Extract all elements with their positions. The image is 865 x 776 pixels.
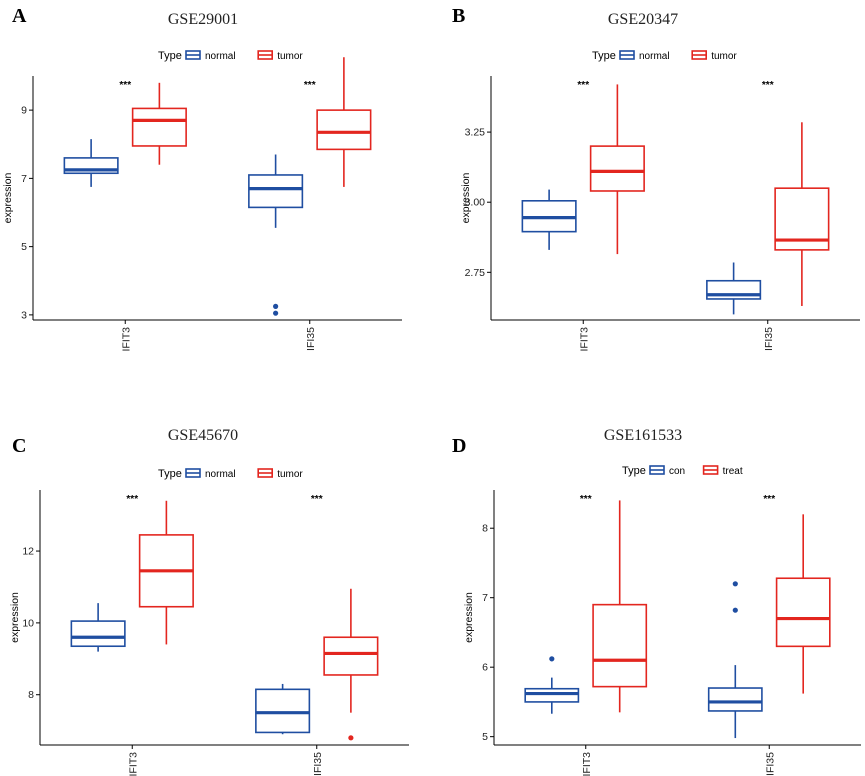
legend-label-tumor: tumor [277,51,303,62]
box-tumor [316,57,372,187]
panel-b: B GSE20347 Type normal tumor 2.75 3.00 3.25 expr… [452,5,860,352]
y-tick-label: 5 [21,241,27,253]
legend: Type normal tumor [592,50,737,62]
box-tumor [589,84,645,255]
significance-label: *** [762,80,774,91]
box-normal [706,262,762,315]
legend: Type normal tumor [158,50,303,62]
y-tick-label: 2.75 [465,267,486,279]
y-tick-label: 8 [28,689,34,701]
box-tumor [131,82,187,165]
box-con [524,656,580,714]
significance-label: *** [577,80,589,91]
y-tick-label: 7 [482,592,488,604]
legend-label-con: con [669,466,685,477]
y-tick-label: 7 [21,173,27,185]
panel-title: GSE29001 [168,11,238,28]
box-body [592,603,648,688]
legend-title: Type [158,468,182,480]
box-body [589,145,645,192]
significance-label: *** [763,494,775,505]
box-tumor [323,588,379,741]
outlier-point [732,581,738,587]
panel-letter: D [452,435,466,457]
panel-title: GSE45670 [168,427,238,444]
outlier-point [348,735,354,741]
x-tick-label: IFI35 [305,327,317,351]
y-tick-label: 10 [22,617,34,629]
significance-label: *** [311,494,323,505]
x-tick-label: IFIT3 [120,327,132,352]
significance-label: *** [580,494,592,505]
panel-title: GSE20347 [608,11,678,28]
y-axis-label: expression [460,172,472,223]
box-normal [70,603,126,652]
x-tick-label: IFI35 [763,327,775,351]
outlier-point [549,656,555,662]
box-body [248,174,304,209]
y-tick-label: 3.25 [465,127,486,139]
box-normal [248,154,304,316]
box-body [316,109,372,151]
box-treat [592,500,648,713]
box-normal [63,139,119,187]
panel-letter: B [452,5,465,27]
box-body [707,687,763,712]
legend-label-normal: normal [205,469,236,480]
legend-title: Type [592,50,616,62]
x-tick-label: IFIT3 [581,752,593,776]
y-tick-label: 3 [21,309,27,321]
box-normal [521,189,577,250]
x-tick-label: IFI35 [764,752,776,776]
y-tick-label: 5 [482,731,488,743]
legend: Type normal tumor [158,468,303,480]
panel-a: A GSE29001 Type normal tumor 3 5 7 9 expression IF… [2,5,402,352]
y-axis-label: expression [2,172,14,223]
box-con [707,581,763,739]
outlier-point [732,607,738,613]
box-body [775,577,831,648]
panel-letter: A [12,5,27,27]
outlier-point [273,303,279,309]
box-tumor [774,122,830,306]
y-tick-label: 12 [22,546,34,558]
y-tick-label: 9 [21,105,27,117]
box-body [524,687,580,703]
significance-label: *** [304,80,316,91]
box-body [255,688,311,734]
x-tick-label: IFIT3 [578,327,590,352]
box-treat [775,514,831,694]
box-body [70,620,126,648]
y-axis-label: expression [463,592,475,643]
y-tick-label: 8 [482,523,488,535]
significance-label: *** [126,494,138,505]
box-body [323,636,379,676]
panel-letter: C [12,435,26,457]
outlier-point [273,310,279,316]
legend-label-tumor: tumor [711,51,737,62]
x-tick-label: IFIT3 [127,752,139,776]
legend-label-normal: normal [639,51,670,62]
significance-label: *** [119,80,131,91]
legend-label-treat: treat [723,466,743,477]
panel-title: GSE161533 [604,427,682,444]
panel-d: D GSE161533 Type con treat 5 6 7 8 expression IFIT… [452,427,861,776]
legend-label-normal: normal [205,51,236,62]
y-axis-label: expression [9,592,21,643]
legend-title: Type [158,50,182,62]
box-tumor [138,500,194,645]
box-normal [255,683,311,735]
legend: Type con treat [622,465,743,477]
y-tick-label: 3.00 [465,197,486,209]
box-body [131,107,187,147]
panel-c: C GSE45670 Type normal tumor 8 10 12 expression I… [9,427,409,776]
y-tick-label: 6 [482,662,488,674]
x-tick-label: IFI35 [312,752,324,776]
legend-title: Type [622,465,646,477]
legend-label-tumor: tumor [277,469,303,480]
